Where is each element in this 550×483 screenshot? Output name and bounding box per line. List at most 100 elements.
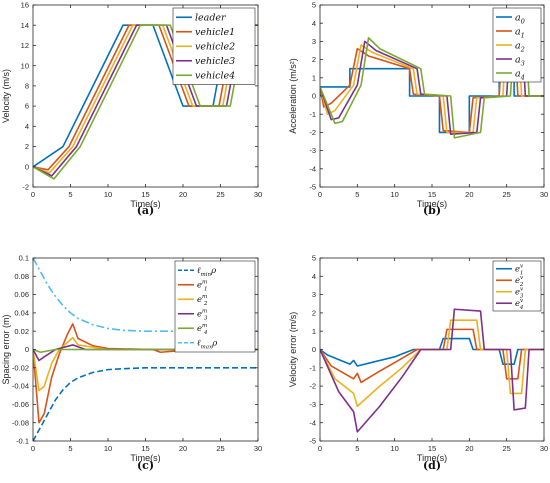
x-tick-label: 15 [141, 190, 149, 199]
series-line-3 [320, 319, 544, 408]
x-axis-label: Time(s) [130, 453, 160, 463]
legend-label: vehicle3 [195, 56, 235, 67]
y-tick-label: 0 [312, 92, 316, 101]
x-tick-label: 5 [68, 444, 72, 453]
legend-label: vehicle1 [195, 27, 235, 38]
x-tick-label: 0 [31, 444, 35, 453]
panel-b: 0 5 10 15 20 25 30 -5 -4 -3 -2 -1 0 1 2 3 4 5 Time(s) Accel… [288, 1, 548, 217]
x-tick-label: 30 [540, 444, 548, 453]
x-tick-label: 30 [254, 444, 262, 453]
x-tick-label: 0 [318, 444, 322, 453]
y-tick-label: 1 [312, 73, 316, 82]
x-tick-label: 10 [390, 444, 398, 453]
y-tick-label: 0.08 [14, 272, 29, 281]
panel-caption: (d) [423, 459, 441, 472]
y-axis-label: Acceleration (m/s²) [288, 58, 298, 134]
y-tick-label: 2 [312, 309, 316, 318]
y-tick-label: -1 [309, 110, 316, 119]
y-tick-label: 3 [312, 290, 316, 299]
panel-c: 0 5 10 15 20 25 30 -0.1 -0.08 -0.06 -0.04 -0.02 0 0.0… [1, 254, 262, 472]
series-line-3 [33, 336, 258, 392]
y-tick-label: 0.04 [14, 309, 29, 318]
x-axis-label: Time(s) [417, 199, 447, 209]
x-tick-label: 25 [502, 190, 510, 199]
legend-label: a1 [515, 26, 525, 39]
legend: leader vehicle1 vehicle2 vehicle3 vehicle4 [172, 7, 256, 85]
x-tick-label: 0 [31, 190, 35, 199]
y-tick-label: -3 [309, 146, 316, 155]
y-tick-label: 0.1 [19, 254, 29, 263]
y-tick-label: -0.04 [12, 382, 29, 391]
legend-label: ev 2 [515, 275, 524, 288]
y-tick-label: 0 [312, 345, 316, 354]
series-group [320, 308, 544, 433]
legend-label: ev 1 [515, 264, 524, 277]
legend-box [174, 260, 256, 353]
x-tick-label: 15 [428, 444, 436, 453]
y-tick-label: -0.02 [12, 363, 29, 372]
x-axis-label: Time(s) [417, 453, 447, 463]
panel-caption: (b) [423, 204, 441, 217]
y-tick-label: 3 [312, 37, 316, 46]
x-tick-label: 25 [216, 444, 224, 453]
x-tick-label: 20 [465, 190, 473, 199]
y-tick-label: 0.06 [14, 290, 29, 299]
legend-label: a3 [515, 54, 525, 67]
y-tick-label: -0.06 [12, 400, 29, 409]
x-tick-label: 25 [502, 444, 510, 453]
x-tick-label: 30 [540, 190, 548, 199]
x-tick-label: 0 [318, 190, 322, 199]
legend-label: em 3 [197, 309, 208, 322]
x-tick-label: 25 [216, 190, 224, 199]
y-tick-label: 2 [25, 142, 29, 151]
y-tick-label: 16 [21, 1, 29, 10]
y-axis-label: Velocity error (m/s) [288, 312, 298, 388]
legend-label: em 1 [197, 280, 208, 293]
y-axis-label: Spacing error (m) [1, 314, 11, 384]
legend-label: a2 [515, 40, 525, 53]
x-tick-label: 20 [179, 444, 187, 453]
panel-caption: (a) [137, 204, 155, 217]
panel-d: 0 5 10 15 20 25 30 -5 -4 -3 -2 -1 0 1 2 3 4 5 Time(s) Veloc… [288, 254, 548, 472]
y-tick-label: -2 [22, 183, 29, 192]
y-tick-label: -4 [309, 418, 316, 427]
series-line-1 [33, 367, 258, 441]
legend-label: ℓmaxρ [197, 339, 217, 351]
y-tick-label: 0 [25, 162, 29, 171]
x-tick-label: 15 [428, 190, 436, 199]
legend-label: a4 [515, 68, 525, 81]
legend-label: vehicle2 [195, 42, 235, 53]
y-tick-label: 0 [25, 345, 29, 354]
x-axis-label: Time(s) [130, 199, 160, 209]
y-tick-label: -3 [309, 400, 316, 409]
y-tick-label: 4 [312, 272, 316, 281]
y-tick-label: 2 [312, 55, 316, 64]
legend-label: leader [195, 13, 227, 24]
y-axis-label: Velocity (m/s) [1, 69, 11, 123]
y-tick-label: -5 [309, 183, 316, 192]
legend-label: em 4 [197, 323, 208, 336]
legend: ℓminρ em 1em 2 em 3em 4 ℓmaxρ [174, 260, 256, 353]
x-tick-label: 5 [355, 444, 359, 453]
legend-box [172, 7, 256, 85]
x-tick-label: 5 [355, 190, 359, 199]
legend-label: a0 [515, 12, 526, 25]
y-tick-label: 8 [25, 81, 29, 90]
legend-label: ev 4 [515, 298, 524, 311]
panel-a: 0 5 10 15 20 25 30-20246810121416Time(s)Veloci… [1, 1, 262, 217]
x-tick-label: 20 [465, 444, 473, 453]
y-tick-label: -4 [309, 164, 316, 173]
x-tick-label: 10 [390, 190, 398, 199]
x-tick-label: 15 [141, 444, 149, 453]
y-tick-label: 12 [21, 41, 29, 50]
y-tick-label: 10 [21, 61, 29, 70]
panel-caption: (c) [137, 459, 154, 472]
y-tick-label: 6 [25, 102, 29, 111]
series-line-6 [33, 258, 258, 332]
x-tick-label: 30 [254, 190, 262, 199]
y-tick-label: -0.08 [12, 418, 29, 427]
series-line-4 [320, 308, 544, 433]
legend: ev 1ev 2ev 3ev 4 [492, 260, 542, 312]
